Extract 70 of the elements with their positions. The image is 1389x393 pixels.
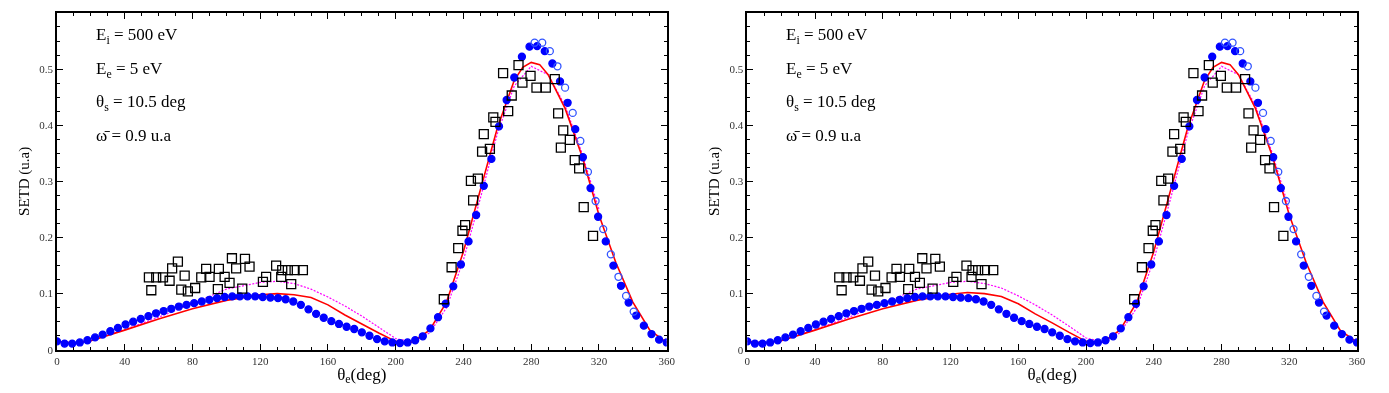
y-axis-title: SETD (u.a) xyxy=(706,146,724,216)
x-tick-label: 240 xyxy=(455,354,473,367)
point xyxy=(568,108,577,118)
x-tick-label: 120 xyxy=(251,354,269,367)
point xyxy=(1319,307,1329,316)
y-tick-label: 0.4 xyxy=(729,119,744,132)
point xyxy=(1251,83,1260,92)
annotation: E$_{i}$ = 500 eV xyxy=(96,25,179,47)
point xyxy=(606,250,615,259)
x-tick-label: 320 xyxy=(1281,354,1299,367)
y-tick-label: 0 xyxy=(737,343,744,356)
y-tick-label: 0.2 xyxy=(729,231,744,244)
point xyxy=(1274,167,1283,176)
annotation: E$_{e}$ = 5 eV xyxy=(96,59,164,81)
x-tick-label: 120 xyxy=(942,354,960,367)
x-tick-label: 200 xyxy=(387,354,405,367)
point xyxy=(530,38,539,47)
x-tick-label: 80 xyxy=(877,354,889,367)
point xyxy=(1266,136,1275,146)
y-tick-label: 0.2 xyxy=(39,231,53,244)
x-tick-label: 40 xyxy=(119,354,131,367)
point xyxy=(583,167,593,176)
y-axis-title: SETD (u.a) xyxy=(16,146,33,216)
x-tick-label: 40 xyxy=(809,354,822,367)
point xyxy=(545,46,554,56)
point xyxy=(1281,196,1291,206)
point xyxy=(1236,46,1245,56)
annotation: ω̄ = 0.9 u.a xyxy=(786,126,862,145)
x-tick-label: 360 xyxy=(1348,354,1366,367)
point xyxy=(576,136,585,146)
point xyxy=(1297,250,1306,259)
y-tick-label: 0.1 xyxy=(729,287,744,300)
point xyxy=(1220,38,1230,47)
point xyxy=(1312,291,1321,301)
point xyxy=(1304,272,1313,281)
x-tick-label: 240 xyxy=(1145,354,1163,367)
x-tick-label: 320 xyxy=(590,354,608,367)
point xyxy=(1258,108,1268,118)
y-tick-label: 0 xyxy=(47,343,54,356)
y-tick-label: 0.5 xyxy=(729,62,744,75)
x-tick-label: 80 xyxy=(186,354,199,367)
x-tick-label: 280 xyxy=(522,354,540,367)
point xyxy=(621,291,631,301)
y-tick-label: 0.3 xyxy=(729,175,744,188)
point xyxy=(1289,224,1298,234)
annotation: θ$_{s}$ = 10.5 deg xyxy=(96,92,186,114)
x-tick-label: 160 xyxy=(1010,354,1028,367)
point xyxy=(599,224,608,234)
point xyxy=(560,83,570,92)
x-tick-label: 200 xyxy=(1077,354,1095,367)
point xyxy=(538,38,547,47)
point xyxy=(591,196,600,206)
annotation: E$_{i}$ = 500 eV xyxy=(786,25,869,47)
x-axis-title: θ$_{e}$(deg) xyxy=(1027,364,1077,387)
x-tick-label: 280 xyxy=(1213,354,1231,367)
y-tick-label: 0.1 xyxy=(39,287,53,300)
x-tick-label: 360 xyxy=(658,354,676,367)
annotation: ω̄ = 0.9 u.a xyxy=(96,126,172,145)
x-tick-label: 160 xyxy=(319,354,337,367)
y-tick-label: 0.5 xyxy=(39,62,54,75)
point xyxy=(1243,62,1252,71)
y-tick-label: 0.3 xyxy=(39,175,54,188)
x-axis-title: θ$_{e}$(deg) xyxy=(337,364,387,387)
point xyxy=(629,307,638,316)
y-tick-label: 0.4 xyxy=(39,119,54,132)
annotation: θ$_{s}$ = 10.5 deg xyxy=(786,92,876,114)
point xyxy=(614,272,623,281)
annotation: E$_{e}$ = 5 eV xyxy=(786,59,854,81)
point xyxy=(1228,38,1237,47)
point xyxy=(553,62,562,71)
